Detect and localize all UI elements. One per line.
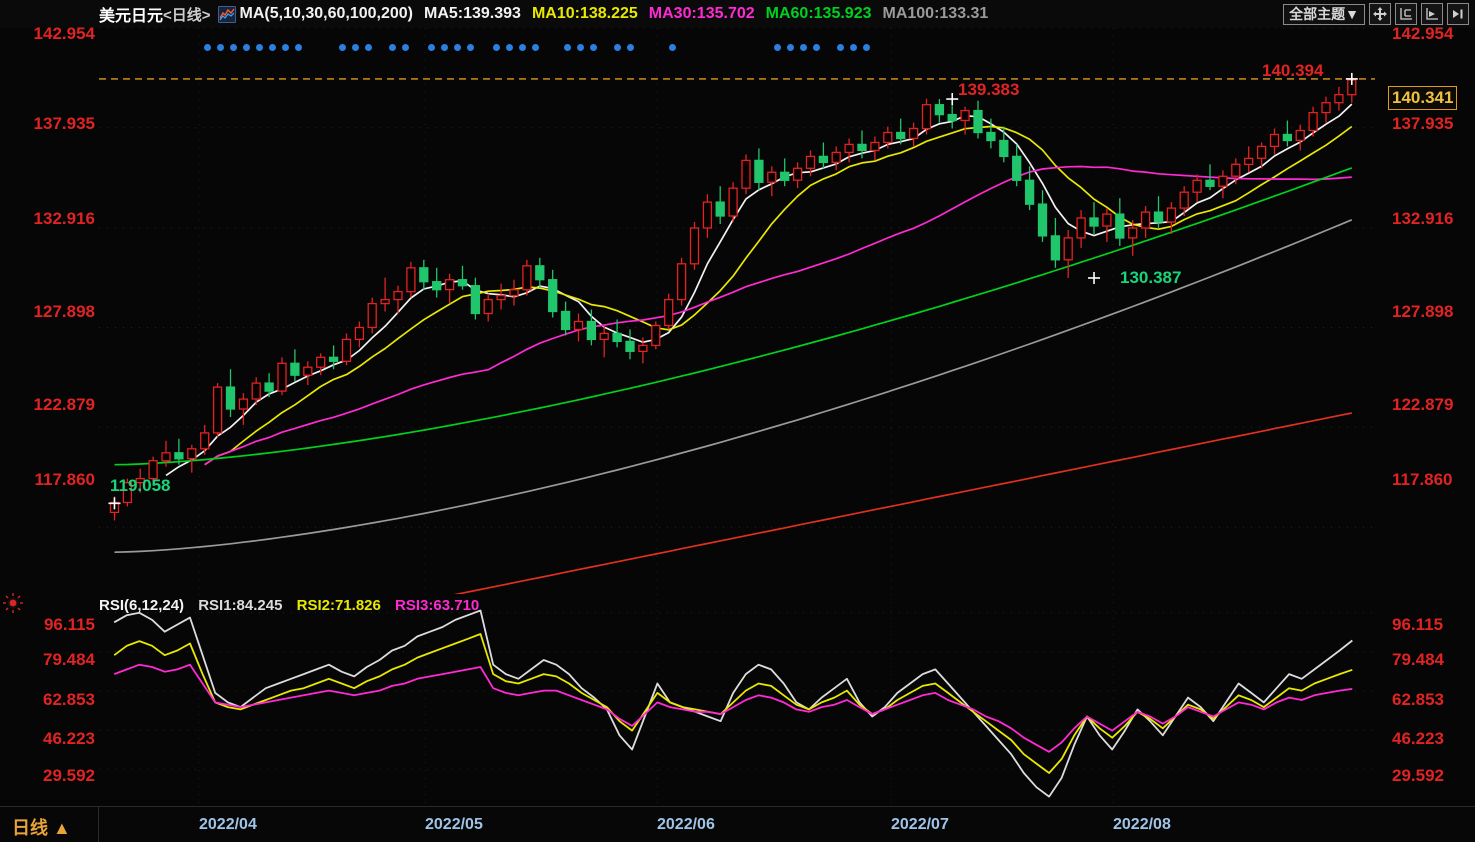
session-dot (256, 44, 263, 51)
session-dot (204, 44, 211, 51)
session-marker-dots (99, 44, 1375, 54)
annotation-swing-low: 130.387 (1120, 268, 1182, 287)
session-dot (532, 44, 539, 51)
price-axis-right-label-5: 117.860 (1392, 470, 1453, 489)
session-dot (850, 44, 857, 51)
rsi-axis-right-label-4: 29.592 (1392, 766, 1444, 785)
time-axis-label-2: 2022/06 (657, 816, 715, 833)
session-dot (243, 44, 250, 51)
session-dot (230, 44, 237, 51)
session-dot (269, 44, 276, 51)
header-toolbar: 全部主题▼ (1283, 3, 1469, 25)
time-axis-label-3: 2022/07 (891, 816, 949, 833)
ma5-value: MA5:139.393 (424, 5, 521, 22)
rsi-axis-left-label-2: 62.853 (43, 690, 95, 709)
session-dot (352, 44, 359, 51)
bottom-divider (0, 806, 1475, 807)
price-axis-right-label-2: 132.916 (1392, 209, 1454, 228)
session-dot (454, 44, 461, 51)
ma-indicator-icon[interactable] (217, 5, 236, 23)
measure-vertical-icon[interactable] (1395, 3, 1417, 25)
price-axis-left-label-2: 132.916 (33, 209, 95, 228)
time-axis-label-1: 2022/05 (425, 816, 483, 833)
session-dot (467, 44, 474, 51)
session-dot (282, 44, 289, 51)
session-dot (564, 44, 571, 51)
left-gutter-divider (98, 806, 99, 842)
annotation-prior-high: 139.383 (958, 80, 1020, 99)
session-dot (614, 44, 621, 51)
session-dot (590, 44, 597, 51)
rsi2-value: RSI2:71.826 (296, 597, 381, 614)
session-dot (402, 44, 409, 51)
rsi-header: RSI(6,12,24) RSI1:84.245 RSI2:71.826 RSI… (99, 597, 489, 614)
session-dot (627, 44, 634, 51)
rsi-axis-right-label-1: 79.484 (1392, 650, 1444, 669)
price-axis-right-label-1: 137.935 (1392, 114, 1454, 133)
session-dot (506, 44, 513, 51)
price-axis-left-label-1: 137.935 (33, 114, 95, 133)
symbol-name: 美元日元 (99, 8, 164, 25)
session-dot (774, 44, 781, 51)
scroll-right-icon[interactable] (1447, 3, 1469, 25)
time-axis-label-4: 2022/08 (1113, 816, 1171, 833)
session-dot (428, 44, 435, 51)
ma30-value: MA30:135.702 (648, 5, 755, 22)
session-dot (863, 44, 870, 51)
period-toggle-button[interactable]: 日线 ▲ (12, 818, 71, 838)
session-dot (441, 44, 448, 51)
ma10-value: MA10:138.225 (531, 5, 638, 22)
price-axis-left-label-4: 122.879 (33, 395, 95, 414)
ma-formula: MA(5,10,30,60,100,200) (239, 5, 413, 22)
price-chart-plot[interactable] (99, 28, 1375, 594)
crosshair-move-icon[interactable] (1369, 3, 1391, 25)
session-dot (389, 44, 396, 51)
session-dot (787, 44, 794, 51)
time-axis-label-0: 2022/04 (199, 816, 257, 833)
rsi-formula: RSI(6,12,24) (99, 597, 185, 614)
rsi-axis-right-label-2: 62.853 (1392, 690, 1444, 709)
period-label: <日线> (163, 6, 211, 24)
measure-horizontal-icon[interactable] (1421, 3, 1443, 25)
price-axis-right-label-0: 142.954 (1392, 24, 1454, 43)
ma60-value: MA60:135.923 (765, 5, 872, 22)
session-dot (339, 44, 346, 51)
session-dot (813, 44, 820, 51)
session-dot (669, 44, 676, 51)
theme-dropdown-button[interactable]: 全部主题▼ (1283, 3, 1365, 25)
session-dot (800, 44, 807, 51)
price-axis-left-label-3: 127.898 (33, 302, 95, 321)
rsi3-value: RSI3:63.710 (395, 597, 480, 614)
rsi-axis-left-label-3: 46.223 (43, 729, 95, 748)
record-indicator-icon[interactable] (2, 592, 24, 614)
ma100-value: MA100:133.31 (882, 5, 989, 22)
annotation-high: 140.394 (1262, 61, 1324, 80)
rsi-chart-plot[interactable] (99, 594, 1375, 806)
session-dot (365, 44, 372, 51)
rsi-axis-left-label-0: 96.115 (43, 615, 95, 634)
price-axis-right-label-4: 122.879 (1392, 395, 1454, 414)
chart-header: 美元日元 <日线> MA(5,10,30,60,100,200) MA5:139… (0, 0, 1475, 28)
price-axis-left-label-5: 117.860 (34, 470, 95, 489)
annotation-low: 119.058 (110, 476, 171, 495)
rsi-axis-right-label-3: 46.223 (1392, 729, 1444, 748)
session-dot (493, 44, 500, 51)
current-price-tag: 140.341 (1388, 86, 1458, 110)
rsi-axis-left-label-1: 79.484 (43, 650, 95, 669)
bottom-bar (0, 806, 1475, 842)
rsi1-value: RSI1:84.245 (198, 597, 283, 614)
session-dot (217, 44, 224, 51)
price-axis-right-label-3: 127.898 (1392, 302, 1454, 321)
rsi-axis-left-label-4: 29.592 (43, 766, 95, 785)
session-dot (295, 44, 302, 51)
session-dot (577, 44, 584, 51)
session-dot (837, 44, 844, 51)
session-dot (519, 44, 526, 51)
price-axis-left-label-0: 142.954 (33, 24, 95, 43)
rsi-axis-right-label-0: 96.115 (1392, 615, 1444, 634)
